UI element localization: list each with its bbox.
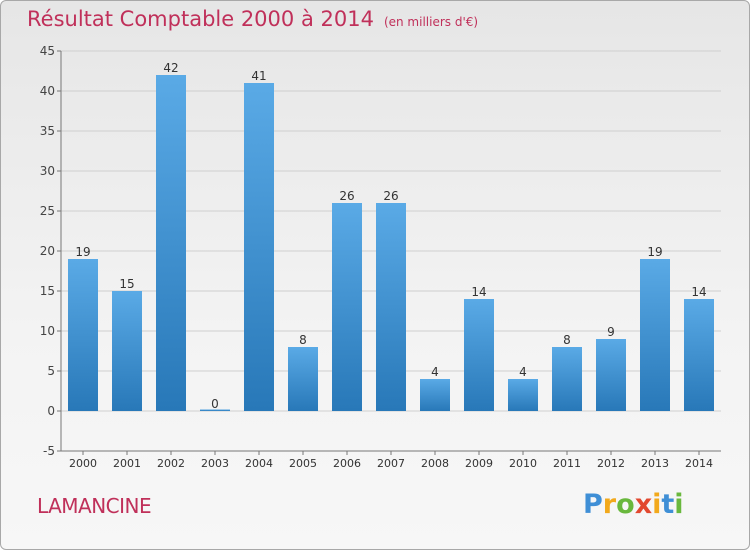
- proxiti-logo: Proxiti: [583, 489, 684, 520]
- y-tick-label: 30: [40, 164, 55, 178]
- y-tick-label: 20: [40, 244, 55, 258]
- chart-subtitle: (en milliers d'€): [383, 15, 479, 29]
- bar: [684, 299, 714, 411]
- x-tick-label: 2000: [69, 457, 97, 470]
- x-tick-label: 2007: [377, 457, 405, 470]
- bar: [640, 259, 670, 411]
- logo-letter: x: [634, 489, 653, 520]
- bars: [68, 75, 714, 411]
- bar: [508, 379, 538, 411]
- data-label: 19: [647, 245, 662, 259]
- data-label: 14: [691, 285, 706, 299]
- x-tick-label: 2013: [641, 457, 669, 470]
- y-tick-label: 10: [40, 324, 55, 338]
- data-label: 4: [431, 365, 439, 379]
- x-tick-label: 2004: [245, 457, 273, 470]
- bar: [596, 339, 626, 411]
- data-label: 15: [119, 277, 134, 291]
- logo-letter: t: [661, 489, 675, 520]
- data-label: 8: [299, 333, 307, 347]
- logo-letter: o: [616, 489, 635, 520]
- y-tick-label: -5: [43, 444, 55, 458]
- data-label: 26: [339, 189, 354, 203]
- data-label: 14: [471, 285, 486, 299]
- x-tick-label: 2011: [553, 457, 581, 470]
- bar: [552, 347, 582, 411]
- bar: [200, 409, 230, 411]
- bar: [420, 379, 450, 411]
- data-label: 9: [607, 325, 615, 339]
- bar: [464, 299, 494, 411]
- data-label: 26: [383, 189, 398, 203]
- bar: [288, 347, 318, 411]
- x-tick-label: 2006: [333, 457, 361, 470]
- x-tick-label: 2005: [289, 457, 317, 470]
- x-tick-label: 2012: [597, 457, 625, 470]
- data-label: 42: [163, 61, 178, 75]
- data-labels: 19 15 42 0 41 8 26 26 4 14 4 8 9 19 14: [75, 61, 706, 411]
- x-tick-label: 2014: [685, 457, 713, 470]
- y-tick-label: 35: [40, 124, 55, 138]
- y-tick-label: 25: [40, 204, 55, 218]
- bar: [244, 83, 274, 411]
- data-label: 41: [251, 69, 266, 83]
- chart-title-block: Résultat Comptable 2000 à 2014 (en millie…: [27, 7, 478, 31]
- data-label: 19: [75, 245, 90, 259]
- y-tick-label: 40: [40, 84, 55, 98]
- commune-name: LAMANCINE: [37, 494, 152, 518]
- logo-letter: P: [583, 489, 603, 520]
- x-tick-label: 2001: [113, 457, 141, 470]
- x-tick-label: 2010: [509, 457, 537, 470]
- x-tick-label: 2003: [201, 457, 229, 470]
- x-tick-label: 2009: [465, 457, 493, 470]
- bar: [332, 203, 362, 411]
- bar: [156, 75, 186, 411]
- bar: [112, 291, 142, 411]
- bar: [376, 203, 406, 411]
- x-tick-label: 2008: [421, 457, 449, 470]
- y-tick-label: 5: [47, 364, 55, 378]
- y-tick-label: 0: [47, 404, 55, 418]
- data-label: 4: [519, 365, 527, 379]
- bar: [68, 259, 98, 411]
- y-tick-label: 15: [40, 284, 55, 298]
- data-label: 0: [211, 397, 219, 411]
- x-tick-label: 2002: [157, 457, 185, 470]
- logo-letter: i: [674, 489, 684, 520]
- logo-letter: i: [652, 489, 662, 520]
- chart-title: Résultat Comptable 2000 à 2014: [27, 7, 374, 31]
- y-tick-label: 45: [40, 44, 55, 58]
- logo-letter: r: [602, 489, 617, 520]
- data-label: 8: [563, 333, 571, 347]
